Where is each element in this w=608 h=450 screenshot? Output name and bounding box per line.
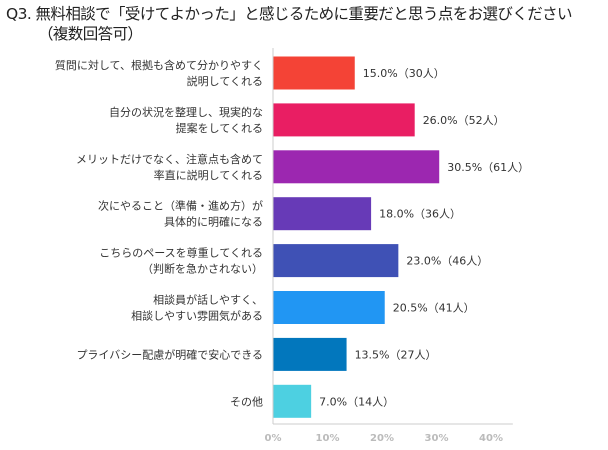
- data-label: 23.0%（46人）: [406, 255, 488, 268]
- category-label: 相談しやすい雰囲気がある: [131, 309, 263, 323]
- category-label: その他: [230, 395, 263, 408]
- category-label: 次にやること（準備・進め方）が: [98, 199, 263, 213]
- category-label: 具体的に明確になる: [164, 215, 263, 229]
- category-label: 自分の状況を整理し、現実的な: [109, 105, 263, 119]
- data-label: 7.0%（14人）: [319, 395, 394, 408]
- bar: [273, 244, 399, 278]
- data-label: 30.5%（61人）: [447, 161, 529, 174]
- bar: [273, 197, 372, 231]
- bar: [273, 337, 347, 371]
- bar: [273, 103, 415, 137]
- category-label: （判断を急かされない）: [142, 262, 263, 276]
- category-label: 質問に対して、根拠も含めて分かりやすく: [55, 58, 263, 72]
- data-label: 13.5%（27人）: [355, 348, 437, 361]
- x-tick-label: 20%: [370, 433, 394, 444]
- category-label: 説明してくれる: [187, 74, 263, 88]
- x-tick-label: 30%: [425, 433, 449, 444]
- category-label: こちらのペースを尊重してくれる: [99, 246, 263, 260]
- bar: [273, 291, 385, 324]
- category-label: プライバシー配慮が明確で安心できる: [76, 347, 263, 361]
- category-label: 率直に説明してくれる: [154, 168, 263, 182]
- chart-title-main: Q3. 無料相談で「受けてよかった」と感じるために重要だと思う点をお選びください: [6, 5, 573, 23]
- x-tick-label: 0%: [265, 433, 282, 444]
- data-label: 18.0%（36人）: [379, 208, 461, 221]
- x-tick-label: 10%: [316, 433, 340, 444]
- category-label: 提案をしてくれる: [176, 121, 263, 135]
- bar: [273, 56, 355, 90]
- data-label: 20.5%（41人）: [393, 302, 475, 315]
- data-label: 15.0%（30人）: [363, 67, 445, 80]
- x-tick-label: 40%: [479, 433, 503, 444]
- data-label: 26.0%（52人）: [423, 114, 505, 127]
- category-label: 相談員が話しやすく、: [153, 293, 263, 307]
- chart-subtitle: （複数回答可）: [38, 25, 143, 43]
- chart-title: Q3. 無料相談で「受けてよかった」と感じるために重要だと思う点をお選びください…: [6, 4, 573, 44]
- bar: [273, 150, 440, 184]
- bar: [273, 384, 312, 418]
- category-label: メリットだけでなく、注意点も含めて: [76, 152, 263, 166]
